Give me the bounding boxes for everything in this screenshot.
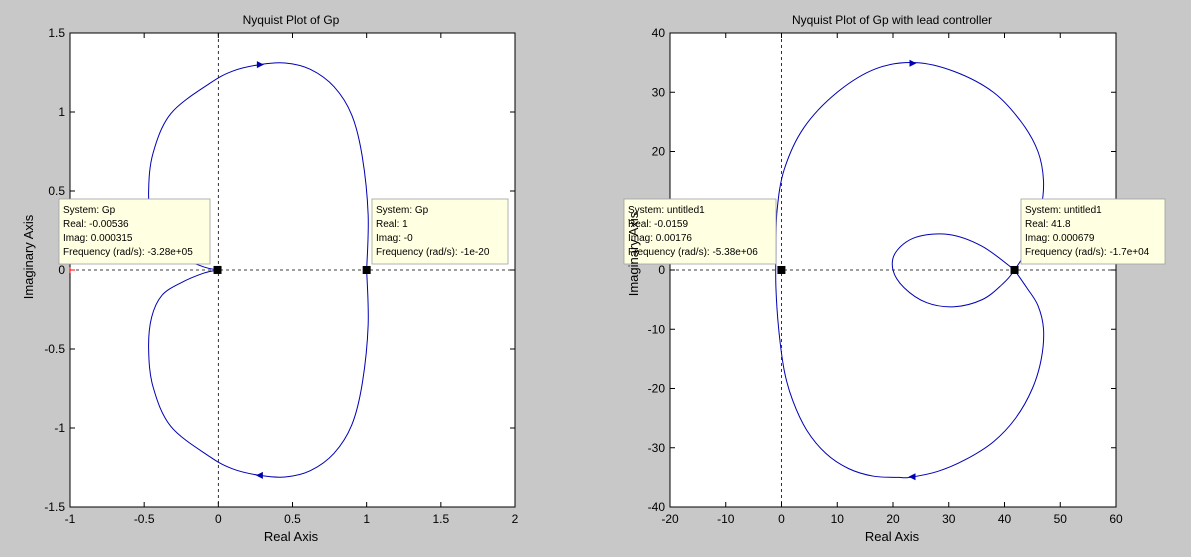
- datatip-text: Frequency (rad/s): -5.38e+06: [628, 247, 758, 258]
- direction-arrow: [255, 471, 263, 479]
- datatip[interactable]: System: untitled1 Real: -0.0159 Imag: 0.00…: [623, 198, 777, 265]
- datatip-marker[interactable]: [213, 265, 222, 274]
- x-tick-label: 1.5: [432, 512, 449, 526]
- datatip-box: [623, 198, 777, 265]
- y-tick-label: -1.5: [44, 500, 65, 514]
- datatip-text: Frequency (rad/s): -1.7e+04: [1025, 247, 1150, 258]
- direction-arrow: [908, 473, 916, 481]
- x-axis-label: Real Axis: [264, 529, 319, 544]
- datatip-text: System: Gp: [63, 205, 116, 216]
- datatip-text: System: untitled1: [1025, 205, 1102, 216]
- direction-arrow: [909, 59, 917, 67]
- x-tick-label: 30: [942, 512, 956, 526]
- datatip-text: Real: -0.0159: [628, 219, 688, 230]
- x-tick-label: 40: [998, 512, 1012, 526]
- chart-title: Nyquist Plot of Gp: [243, 13, 340, 27]
- x-tick-label: 0: [778, 512, 785, 526]
- x-tick-label: 0: [215, 512, 222, 526]
- datatip-text: Imag: -0: [376, 233, 413, 244]
- y-tick-label: 20: [652, 145, 666, 159]
- y-tick-label: 0.5: [48, 184, 65, 198]
- y-tick-label: 1.5: [48, 26, 65, 40]
- datatip-text: Real: -0.00536: [63, 219, 129, 230]
- x-tick-label: -0.5: [134, 512, 155, 526]
- datatip-box: [1020, 198, 1166, 265]
- axes-nyquist-gp: Nyquist Plot of Gp -1 -0.5 0 0.5 1 1.5 2-1.5-1…: [21, 13, 519, 544]
- nyquist-curve: [775, 62, 1045, 479]
- y-tick-label: 30: [652, 85, 666, 99]
- y-tick-label: 1: [58, 105, 65, 119]
- y-tick-label: -20: [648, 382, 666, 396]
- datatip-marker[interactable]: [1010, 265, 1019, 274]
- datatip-text: Real: 1: [376, 219, 408, 230]
- datatip-box: [58, 198, 211, 265]
- datatip-marker[interactable]: [777, 265, 786, 274]
- x-tick-label: -20: [661, 512, 679, 526]
- datatip[interactable]: System: untitled1 Real: 41.8 Imag: 0.00067…: [1020, 198, 1166, 265]
- x-tick-label: 50: [1054, 512, 1068, 526]
- datatip-text: Real: 41.8: [1025, 219, 1071, 230]
- y-tick-label: 40: [652, 26, 666, 40]
- critical-point-marker: [69, 267, 75, 273]
- y-tick-label: -1: [54, 421, 65, 435]
- datatip[interactable]: System: Gp Real: -0.00536 Imag: 0.000315 Fr…: [58, 198, 211, 265]
- y-tick-label: -0.5: [44, 342, 65, 356]
- datatip-box: [371, 198, 509, 265]
- y-axis-label: Imaginary Axis: [21, 214, 36, 299]
- datatip-text: Imag: 0.000315: [63, 233, 133, 244]
- datatip-text: System: untitled1: [628, 205, 705, 216]
- y-tick-label: -30: [648, 441, 666, 455]
- datatip-marker[interactable]: [362, 266, 371, 274]
- direction-arrow: [256, 61, 264, 69]
- x-tick-label: 10: [831, 512, 845, 526]
- datatip-text: Frequency (rad/s): -1e-20: [376, 247, 490, 258]
- x-tick-label: -10: [717, 512, 735, 526]
- datatip-text: Imag: 0.000679: [1025, 233, 1095, 244]
- axes-nyquist-gp-lead: Nyquist Plot of Gp with lead controller …: [623, 13, 1166, 544]
- y-tick-label: -10: [648, 322, 666, 336]
- x-tick-label: 60: [1109, 512, 1123, 526]
- x-axis-label: Real Axis: [865, 529, 920, 544]
- y-axis-label: Imaginary Axis: [626, 211, 641, 296]
- nyquist-curve: [148, 269, 369, 478]
- x-tick-label: -1: [65, 512, 76, 526]
- datatip-text: Frequency (rad/s): -3.28e+05: [63, 247, 193, 258]
- datatip-text: Imag: 0.00176: [628, 233, 692, 244]
- x-tick-label: 2: [512, 512, 519, 526]
- x-tick-label: 20: [886, 512, 900, 526]
- datatip-text: System: Gp: [376, 205, 429, 216]
- y-tick-label: -40: [648, 500, 666, 514]
- x-tick-label: 1: [363, 512, 370, 526]
- y-tick-label: 0: [658, 263, 665, 277]
- x-tick-label: 0.5: [284, 512, 301, 526]
- y-tick-label: 0: [58, 263, 65, 277]
- datatip[interactable]: System: Gp Real: 1 Imag: -0 Frequency (rad/…: [371, 198, 509, 265]
- chart-title: Nyquist Plot of Gp with lead controller: [792, 13, 992, 27]
